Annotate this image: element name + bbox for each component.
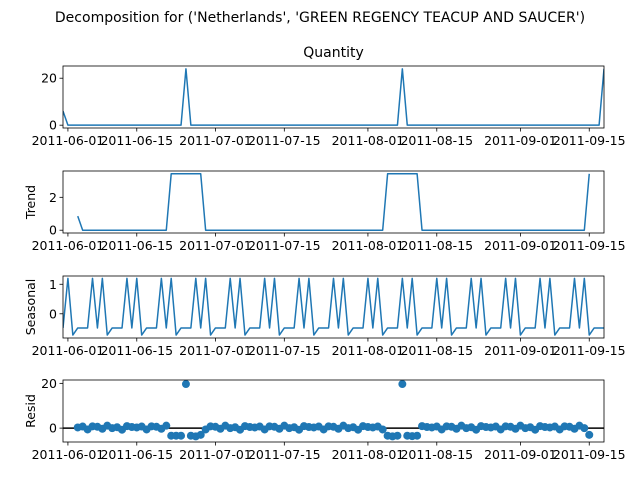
seasonal-xtick-label: 2011-07-01 — [179, 343, 252, 358]
resid-point — [378, 425, 387, 434]
trend-plot-area — [77, 173, 590, 231]
resid-point — [398, 380, 407, 389]
observed-ytick-label: 20 — [41, 71, 57, 86]
resid-ytick-label: 20 — [41, 376, 57, 391]
trend-xtick-label: 2011-07-15 — [248, 238, 321, 253]
observed-xtick-label: 2011-07-01 — [179, 133, 252, 148]
observed-xtick-label: 2011-09-15 — [553, 133, 626, 148]
trend-ytick-label: 2 — [49, 190, 57, 205]
resid-plot-area — [63, 380, 604, 441]
resid-point — [413, 431, 422, 440]
resid-xtick-label: 2011-09-15 — [553, 447, 626, 462]
seasonal-xtick-label: 2011-08-15 — [400, 343, 473, 358]
seasonal-ytick-label: 1 — [49, 277, 57, 292]
resid-point — [580, 424, 589, 433]
seasonal-ylabel: Seasonal — [23, 279, 38, 336]
observed-axes-frame — [62, 65, 605, 129]
resid-point — [177, 431, 186, 440]
resid-xtick-label: 2011-06-01 — [32, 447, 105, 462]
seasonal-series-line — [63, 277, 604, 336]
trend-xtick-label: 2011-07-01 — [179, 238, 252, 253]
trend-xtick-label: 2011-09-15 — [553, 238, 626, 253]
resid-xtick-label: 2011-09-01 — [484, 447, 557, 462]
resid-xtick-label: 2011-08-15 — [400, 447, 473, 462]
observed-xtick-label: 2011-06-01 — [32, 133, 105, 148]
resid-point — [393, 431, 402, 440]
resid-ytick-label: 0 — [49, 421, 57, 436]
resid-point — [196, 430, 205, 439]
resid-point — [181, 380, 190, 389]
seasonal-xtick-label: 2011-08-01 — [332, 343, 405, 358]
trend-axes-frame — [62, 170, 605, 234]
observed-plot-area — [63, 68, 604, 126]
resid-xtick-label: 2011-07-01 — [179, 447, 252, 462]
trend-xtick-label: 2011-09-01 — [484, 238, 557, 253]
seasonal-xtick-label: 2011-06-01 — [32, 343, 105, 358]
trend-xtick-label: 2011-06-15 — [100, 238, 173, 253]
observed-xtick-label: 2011-06-15 — [100, 133, 173, 148]
seasonal-xtick-label: 2011-09-01 — [484, 343, 557, 358]
trend-xtick-label: 2011-06-01 — [32, 238, 105, 253]
trend-ylabel: Trend — [23, 185, 38, 220]
observed-xtick-label: 2011-08-15 — [400, 133, 473, 148]
seasonal-ytick-label: 0 — [49, 306, 57, 321]
observed-xtick-label: 2011-09-01 — [484, 133, 557, 148]
resid-axes-frame — [62, 379, 605, 443]
seasonal-plot-area — [63, 277, 604, 336]
seasonal-axes-frame — [62, 275, 605, 339]
observed-ytick-label: 0 — [49, 118, 57, 133]
resid-xtick-label: 2011-08-01 — [332, 447, 405, 462]
trend-ytick-label: 0 — [49, 223, 57, 238]
resid-xtick-label: 2011-06-15 — [100, 447, 173, 462]
observed-xtick-label: 2011-08-01 — [332, 133, 405, 148]
resid-point — [162, 421, 171, 430]
trend-xtick-label: 2011-08-15 — [400, 238, 473, 253]
trend-series-line — [77, 173, 590, 231]
resid-point — [585, 430, 594, 439]
seasonal-xtick-label: 2011-06-15 — [100, 343, 173, 358]
seasonal-xtick-label: 2011-09-15 — [553, 343, 626, 358]
observed-xtick-label: 2011-07-15 — [248, 133, 321, 148]
figure-title: Decomposition for ('Netherlands', 'GREEN… — [55, 10, 585, 26]
seasonal-xtick-label: 2011-07-15 — [248, 343, 321, 358]
observed-panel-title: Quantity — [303, 45, 364, 61]
resid-xtick-label: 2011-07-15 — [248, 447, 321, 462]
trend-xtick-label: 2011-08-01 — [332, 238, 405, 253]
observed-series-line — [63, 68, 604, 126]
resid-ylabel: Resid — [23, 394, 38, 428]
